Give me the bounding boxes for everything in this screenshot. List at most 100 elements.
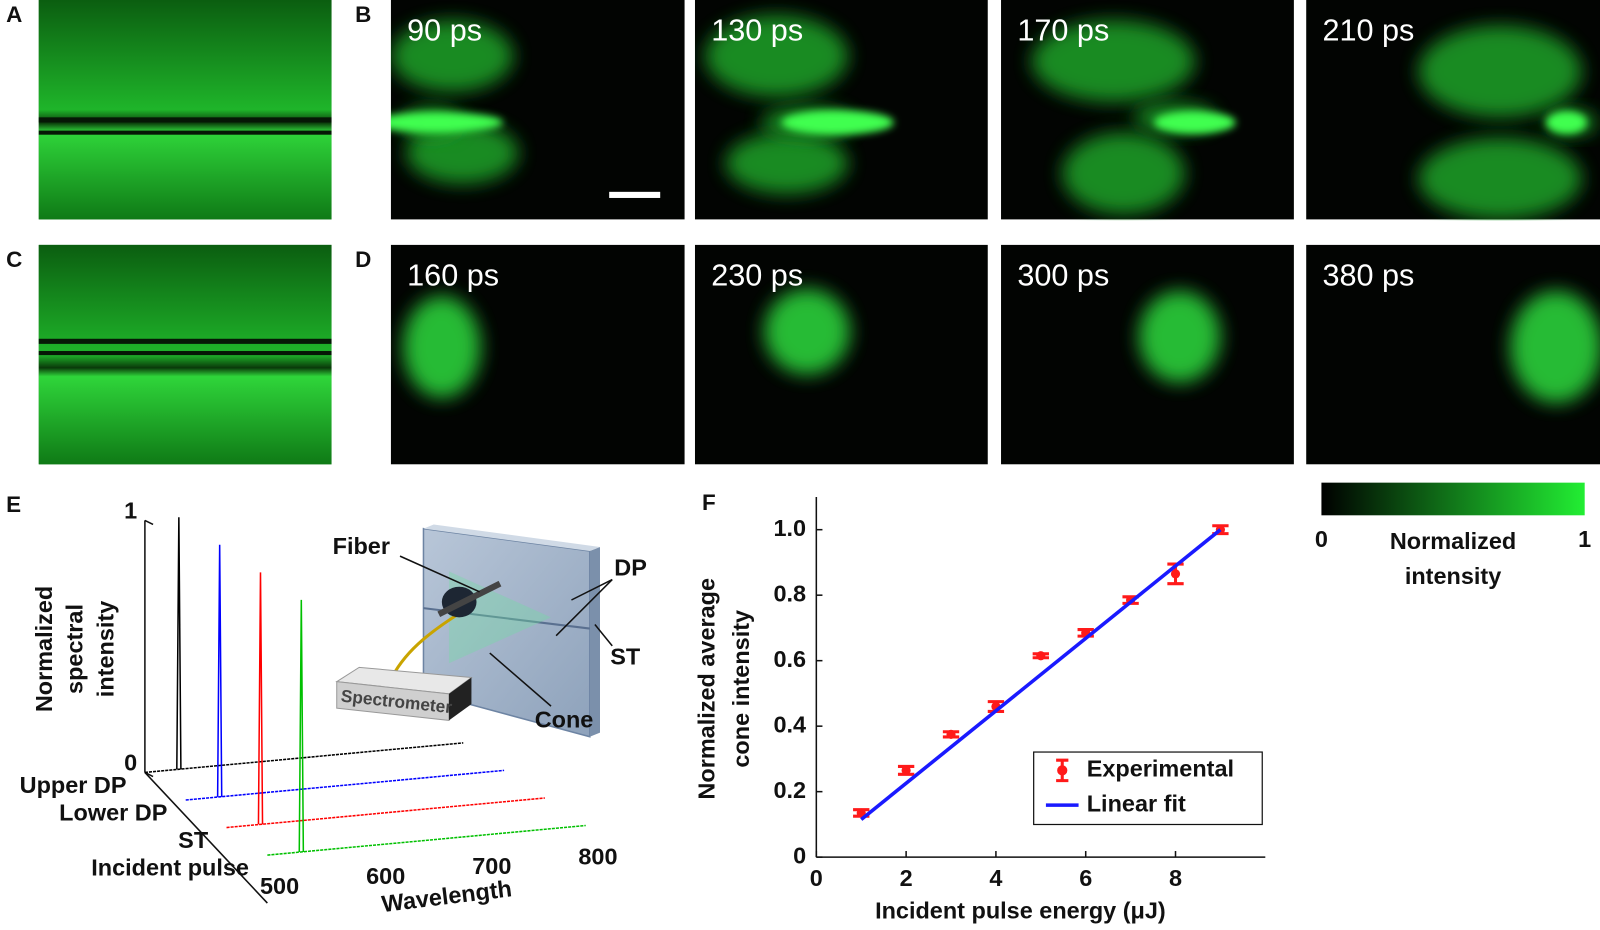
spectrum-peak <box>298 599 305 852</box>
time-label: 90 ps <box>407 14 482 48</box>
row-label: ST <box>178 827 209 853</box>
y-axis-label: Normalized average <box>693 578 719 800</box>
schematic: Fiber DP ST Cone Spectrometer <box>333 524 647 738</box>
y-tick-label: 1 <box>124 497 137 523</box>
schematic-label: Cone <box>535 707 594 733</box>
x-axis-label: Incident pulse energy (μJ) <box>875 897 1166 923</box>
y-axis-label: cone intensity <box>728 610 754 768</box>
legend-key <box>1057 765 1068 776</box>
fiber <box>437 580 502 618</box>
interface-line <box>38 338 332 344</box>
y-tick-label: 0.4 <box>774 711 807 737</box>
panel-label: B <box>355 2 371 27</box>
frame-content <box>1418 25 1597 220</box>
baseline <box>226 797 545 829</box>
emission <box>1062 132 1185 215</box>
emission <box>705 15 848 97</box>
schematic-label: DP <box>614 555 647 581</box>
x-tick-label: 0 <box>810 865 823 891</box>
colorbar-tick-label: 0 <box>1315 526 1328 552</box>
x-tick-label: 4 <box>989 865 1002 891</box>
leader <box>571 578 613 601</box>
data-point <box>856 808 866 818</box>
emission <box>764 288 850 375</box>
emission <box>390 20 514 92</box>
depth-axis <box>144 771 268 904</box>
panel-label: E <box>6 492 21 517</box>
emission-core <box>1545 111 1587 134</box>
panel-label: C <box>6 247 22 272</box>
scale-bar <box>609 191 661 198</box>
time-label: 230 ps <box>711 259 803 293</box>
data-point <box>1170 569 1181 579</box>
interface-line <box>38 130 332 135</box>
legend-label: Linear fit <box>1087 790 1186 816</box>
interface-line <box>38 351 332 356</box>
baseline <box>267 824 586 856</box>
spec-side <box>448 677 472 721</box>
legend-box <box>1033 751 1263 826</box>
y-tick-label: 1.0 <box>774 515 807 541</box>
y-axis-label: Normalized <box>31 586 57 712</box>
y-axis-label: intensity <box>92 601 118 697</box>
emission <box>1418 137 1582 220</box>
frame-content <box>1510 290 1600 404</box>
gap <box>1293 0 1307 466</box>
y-tick-label: 0.2 <box>774 777 807 803</box>
y-tick <box>144 771 154 778</box>
x-tick-label: 600 <box>366 863 405 889</box>
row-label: Lower DP <box>59 799 167 825</box>
gap <box>331 0 391 466</box>
x-tick-label: 700 <box>472 853 511 879</box>
y-axis-label: spectral <box>62 604 88 694</box>
time-label: 210 ps <box>1322 14 1414 48</box>
emission <box>725 132 848 194</box>
x-tick-label: 8 <box>1169 865 1182 891</box>
colorbar-label: intensity <box>1405 563 1501 589</box>
y-tick <box>144 519 154 526</box>
interface-line <box>38 117 332 123</box>
baseline <box>185 769 505 801</box>
spectrum-peak <box>176 517 182 770</box>
panel-label: F <box>702 490 716 515</box>
leader <box>399 555 480 593</box>
data-point <box>946 729 956 739</box>
colorbar <box>1321 482 1585 516</box>
emission <box>1510 290 1600 404</box>
fit-line <box>860 528 1222 821</box>
emission <box>403 295 481 398</box>
emission <box>1138 290 1221 383</box>
data-point <box>901 765 911 775</box>
panel-label: D <box>355 247 371 272</box>
gap <box>0 465 1600 480</box>
emission <box>1031 20 1195 103</box>
x-tick-label: 6 <box>1079 865 1092 891</box>
gap <box>0 220 1600 244</box>
leader <box>555 579 613 637</box>
x-tick-label: 500 <box>260 873 299 899</box>
plate-top <box>423 524 600 552</box>
row-label: Upper DP <box>20 772 127 798</box>
image-panels: 90 ps 130 ps 170 ps 210 ps 160 ps 230 ps 300 p… <box>0 0 1600 480</box>
colorbar-tick-label: 1 <box>1578 526 1591 552</box>
emission <box>406 122 519 184</box>
baseline <box>144 742 464 774</box>
frame-content <box>403 295 481 398</box>
y-tick-label: 0.6 <box>774 646 807 672</box>
gap <box>987 0 1002 466</box>
gap <box>684 0 695 466</box>
time-label: 130 ps <box>711 14 803 48</box>
time-label: 170 ps <box>1017 14 1109 48</box>
emission-core <box>1154 111 1236 134</box>
leader <box>594 624 613 647</box>
y-tick-label: 0.8 <box>774 580 807 606</box>
y-tick-label: 0 <box>124 749 137 775</box>
time-label: 380 ps <box>1322 259 1414 293</box>
panel-label: A <box>6 2 22 27</box>
y-tick-label: 0 <box>793 842 806 868</box>
frame-content <box>1031 20 1236 215</box>
time-label: 160 ps <box>407 259 499 293</box>
emission <box>1418 25 1582 118</box>
spectrum-peak <box>257 572 264 825</box>
